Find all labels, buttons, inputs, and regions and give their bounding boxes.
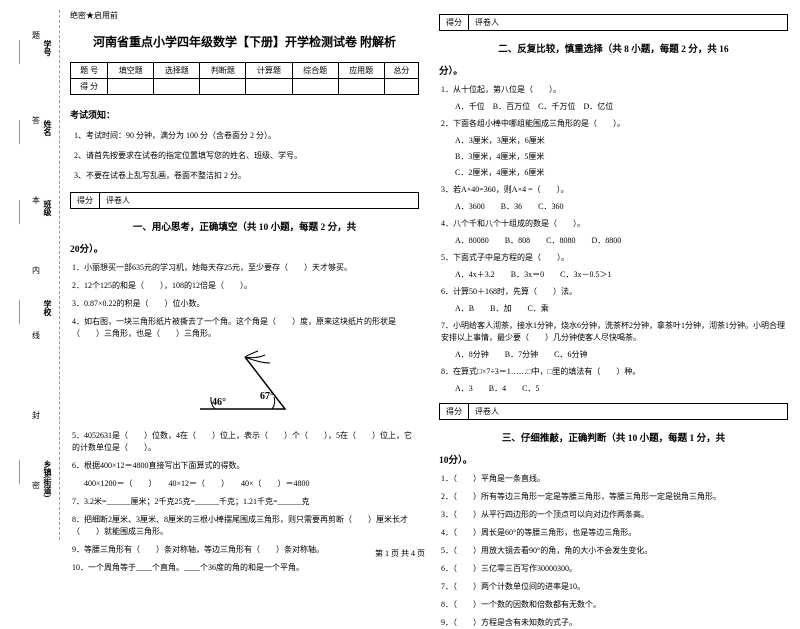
field-line-0: ______ [18, 40, 27, 64]
triangle-figure: 67° 46° [70, 349, 419, 421]
q2-2: 2．下面各组小棒中哪组能围成三角形的是（ ）。 [441, 118, 788, 130]
triangle-icon: 67° 46° [190, 349, 300, 419]
q3-2: 2．（ ）所有等边三角形一定是等腰三角形，等腰三角形一定是锐角三角形。 [441, 491, 788, 503]
table-row: 得 分 [71, 79, 419, 95]
left-column: 绝密★启用前 河南省重点小学四年级数学【下册】开学检测试卷 附解析 题 号 填空… [70, 10, 419, 540]
q2-6: 6．计算50＋168时，先算（ ）法。 [441, 286, 788, 298]
q3-8: 8．（ ）一个数的因数和倍数都有无数个。 [441, 599, 788, 611]
field-xuexiao: 学校 [42, 300, 53, 316]
table-row: 题 号 填空题 选择题 判断题 计算题 综合题 应用题 总分 [71, 63, 419, 79]
angle-1: 67° [260, 391, 274, 402]
hdr-1: 填空题 [108, 63, 154, 79]
q1-6b: 400×1200＝（ ） 40×12＝（ ） 40×（ ）＝4800 [84, 478, 419, 490]
right-column: 得分 评卷人 二、反复比较，慎重选择（共 8 小题，每题 2 分，共 16 分）… [439, 10, 788, 540]
score-b: 评卷人 [100, 193, 160, 208]
section2-pts: 分）。 [439, 63, 788, 77]
q2-1o: A．千位 B．百万位 C．千万位 D．亿位 [455, 101, 788, 113]
section1-title: 一、用心思考，正确填空（共 10 小题，每题 2 分，共 [70, 219, 419, 233]
hdr-7: 总分 [384, 63, 418, 79]
q1-8: 8．把细断2厘米、3厘米、8厘米的三根小棒摆尾围成三角形，则只需要再剪断（ ）厘… [72, 514, 419, 538]
seal-char-3: 内 [32, 265, 40, 276]
q3-7: 7．（ ）两个计数单位间的进率是10。 [441, 581, 788, 593]
section3-pts: 10分）。 [439, 452, 788, 466]
q2-2b: B．3厘米，4厘米，5厘米 [455, 151, 788, 163]
q2-5o: A．4x＋3.2 B．3x＝0 C．3x－0.5＞1 [455, 269, 788, 281]
hdr-2: 选择题 [154, 63, 200, 79]
field-line-1: ______ [18, 120, 27, 144]
q1-5: 5．4052631是（ ）位数，4在（ ）位上，表示（ ）个（ ），5在（ ）位… [72, 430, 419, 454]
seal-char-1: 答 [32, 115, 40, 126]
q1-10: 10．一个周角等于____个直角。____个36度的角的和是一个平角。 [72, 562, 419, 574]
exam-page: 学号 ______ 题 姓名 ______ 答 班级 ______ 本 内 学校… [0, 0, 800, 540]
seal-char-5: 封 [32, 410, 40, 421]
seal-char-6: 密 [32, 480, 40, 491]
page-footer: 第 1 页 共 4 页 [0, 548, 800, 559]
seal-char-2: 本 [32, 195, 40, 206]
q2-5: 5．下面式子中是方程的是（ ）。 [441, 252, 788, 264]
content-area: 绝密★启用前 河南省重点小学四年级数学【下册】开学检测试卷 附解析 题 号 填空… [60, 10, 788, 540]
q2-3: 3．若A×40=360，则A×4 =（ ）。 [441, 184, 788, 196]
rule-1: 1、考试时间：90 分钟，满分为 100 分（含卷面分 2 分）。 [74, 130, 419, 142]
score-a3: 得分 [440, 404, 469, 419]
q3-4: 4．（ ）周长是60°的等腰三角形，也是等边三角形。 [441, 527, 788, 539]
q2-7o: A．8分钟 B．7分钟 C．6分钟 [455, 349, 788, 361]
q2-4o: A．80080 B．808 C．8080 D．8800 [455, 235, 788, 247]
rule-3: 3、不要在试卷上乱写乱画，卷面不整洁扣 2 分。 [74, 170, 419, 182]
hdr-0: 题 号 [71, 63, 108, 79]
section-score-box-2: 得分 评卷人 [439, 14, 788, 31]
angle-2: 46° [212, 397, 226, 408]
q1-7: 7．3.2米=______厘米；2千克25克=______千克；1.21千克=_… [72, 496, 419, 508]
q3-9: 9．（ ）方程是含有未知数的式子。 [441, 617, 788, 629]
rule-2: 2、请首先按要求在试卷的指定位置填写您的姓名、班级、学号。 [74, 150, 419, 162]
q1-1: 1．小丽想买一部635元的学习机，她每天存25元，至少要存（ ）天才够买。 [72, 262, 419, 274]
score-table: 题 号 填空题 选择题 判断题 计算题 综合题 应用题 总分 得 分 [70, 62, 419, 95]
q3-3: 3．（ ）从平行四边形的一个顶点可以向对边作两条高。 [441, 509, 788, 521]
score-a: 得分 [71, 193, 100, 208]
field-line-3: ______ [18, 300, 27, 324]
field-line-2: ______ [18, 200, 27, 224]
field-banji: 班级 [42, 200, 53, 216]
q3-1: 1．（ ）平角是一条直线。 [441, 473, 788, 485]
field-xuehao: 学号 [42, 40, 53, 56]
q2-4: 4．八个千和八个十组成的数是（ ）。 [441, 218, 788, 230]
q2-7: 7．小明给客人沏茶，接水1分钟，烧水6分钟，洗茶杯2分钟，拿茶叶1分钟，沏茶1分… [441, 320, 788, 344]
rules-heading: 考试须知： [70, 108, 419, 121]
seal-char-0: 题 [32, 30, 40, 41]
q2-1: 1．从十位起，第八位是（ ）。 [441, 84, 788, 96]
seal-char-4: 线 [32, 330, 40, 341]
q1-2: 2．12个125的和是（ ），108的12倍是（ ）。 [72, 280, 419, 292]
field-line-4: ______ [18, 460, 27, 484]
q1-3: 3．0.87×0.22的积是（ ）位小数。 [72, 298, 419, 310]
field-xingming: 姓名 [42, 120, 53, 136]
q1-4: 4．如右图，一块三角形纸片被撕去了一个角。这个角是（ ）度，原来这块纸片的形状是… [72, 316, 419, 340]
section1-pts: 20分）。 [70, 241, 419, 255]
q2-2a: A．3厘米，3厘米，6厘米 [455, 135, 788, 147]
hdr-4: 计算题 [246, 63, 292, 79]
section-score-box-3: 得分 评卷人 [439, 403, 788, 420]
q2-3o: A．3600 B．36 C．360 [455, 201, 788, 213]
q2-2c: C．2厘米，4厘米，6厘米 [455, 167, 788, 179]
hdr-3: 判断题 [200, 63, 246, 79]
q2-8: 8．在算式□×7÷3＝1……□中，□里的填法有（ ）种。 [441, 366, 788, 378]
section2-title: 二、反复比较，慎重选择（共 8 小题，每题 2 分，共 16 [439, 41, 788, 55]
secret-label: 绝密★启用前 [70, 10, 419, 21]
q2-8o: A．3 B．4 C．5 [455, 383, 788, 395]
hdr-6: 应用题 [338, 63, 384, 79]
score-b3: 评卷人 [469, 404, 529, 419]
row2-label: 得 分 [71, 79, 108, 95]
q1-6: 6．根据400×12＝4800直接写出下面算式的得数。 [72, 460, 419, 472]
binding-column: 学号 ______ 题 姓名 ______ 答 班级 ______ 本 内 学校… [12, 10, 60, 540]
score-a2: 得分 [440, 15, 469, 30]
q2-6o: A．B B．加 C．乘 [455, 303, 788, 315]
exam-title: 河南省重点小学四年级数学【下册】开学检测试卷 附解析 [70, 33, 419, 50]
section3-title: 三、仔细推敲，正确判断（共 10 小题，每题 1 分，共 [439, 430, 788, 444]
hdr-5: 综合题 [292, 63, 338, 79]
score-b2: 评卷人 [469, 15, 529, 30]
field-xiangzhen: 乡镇(街道) [42, 460, 53, 497]
section-score-box-1: 得分 评卷人 [70, 192, 419, 209]
